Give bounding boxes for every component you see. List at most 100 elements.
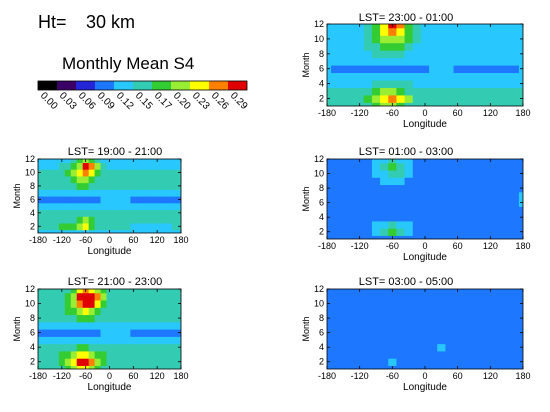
panel-lst-01-03: LST= 01:00 - 03:00 -180 -120 -60 0 60 120 180L… <box>301 146 531 263</box>
heatmap-cell <box>52 175 60 184</box>
heatmap-cell <box>94 299 102 308</box>
heatmap-cell <box>404 79 414 88</box>
heatmap-cell <box>327 289 332 294</box>
heatmap-cell <box>148 169 155 177</box>
colorbar-tick-label: 0.12 <box>114 90 136 112</box>
x-tick-label: -120 <box>351 371 369 381</box>
heatmap-cell <box>136 358 143 366</box>
heatmap-cell <box>494 350 504 359</box>
heatmap-cell <box>70 222 78 231</box>
heatmap-cell <box>429 220 438 229</box>
heatmap-cell <box>388 343 398 352</box>
heatmap-cell <box>478 57 487 66</box>
heatmap-cell <box>429 329 438 337</box>
heatmap-cell <box>94 289 102 294</box>
heatmap-cell <box>363 42 373 51</box>
heatmap-cell <box>518 289 523 294</box>
heatmap-cell <box>52 196 60 204</box>
heatmap-cell <box>355 307 365 316</box>
heatmap-cell <box>100 350 108 359</box>
heatmap-cell <box>178 202 181 211</box>
heatmap-cell <box>160 358 167 366</box>
heatmap-cell <box>502 199 512 207</box>
heatmap-cell <box>331 292 340 301</box>
x-tick-label: -120 <box>351 241 369 251</box>
heatmap-cell <box>52 307 60 316</box>
heatmap-cell <box>461 159 471 164</box>
heatmap-cell <box>363 94 373 103</box>
heatmap-cell <box>371 42 381 51</box>
heatmap-cell <box>380 228 389 236</box>
heatmap-cell <box>339 177 349 186</box>
heatmap-cell <box>429 65 438 74</box>
heatmap-cell <box>70 292 78 301</box>
heatmap-cell <box>518 350 523 359</box>
heatmap-cell <box>124 321 131 330</box>
heatmap-cell <box>118 343 125 352</box>
heatmap-cell <box>82 343 90 352</box>
heatmap-cell <box>412 79 422 88</box>
heatmap-cell <box>40 314 48 323</box>
heatmap-cell <box>478 336 487 345</box>
heatmap-cell <box>363 102 373 106</box>
y-tick-label: 4 <box>319 342 324 352</box>
heatmap-cell <box>478 169 487 178</box>
heatmap-cell <box>396 314 406 323</box>
heatmap-cell <box>445 292 455 301</box>
heatmap-cell <box>494 102 504 106</box>
panel-title: LST= 19:00 - 21:00 <box>68 146 162 158</box>
panel-title: LST= 03:00 - 05:00 <box>359 276 453 288</box>
heatmap-cell <box>437 191 447 200</box>
heatmap-cell <box>478 220 487 229</box>
heatmap-cell <box>388 94 398 103</box>
heatmap-cell <box>331 72 340 81</box>
heatmap-cell <box>396 102 406 106</box>
heatmap-cell <box>76 209 84 217</box>
heatmap-cell <box>518 365 523 369</box>
heatmap-cell <box>178 350 181 359</box>
heatmap-cell <box>46 358 54 366</box>
heatmap-cell <box>453 94 463 103</box>
heatmap-cell <box>445 27 455 36</box>
heatmap-cell <box>40 365 48 369</box>
x-axis-label: Longitude <box>403 119 447 130</box>
heatmap-cell <box>404 307 414 316</box>
x-tick-label: -120 <box>53 371 71 381</box>
heatmap-cell <box>429 159 438 164</box>
heatmap-cell <box>486 343 496 352</box>
heatmap-cell <box>88 159 96 163</box>
heatmap-cell <box>327 162 332 171</box>
heatmap-cell <box>106 307 114 316</box>
x-tick-label: -180 <box>29 371 47 381</box>
heatmap-cell <box>142 329 149 337</box>
heatmap-cell <box>404 358 414 366</box>
heatmap-cell <box>118 229 125 233</box>
heatmap-cell <box>404 42 414 51</box>
heatmap-cell <box>112 169 120 177</box>
heatmap-cell <box>380 358 389 366</box>
heatmap-cell <box>363 343 373 352</box>
x-tick-label: 120 <box>483 108 498 118</box>
heatmap-cell <box>38 162 42 170</box>
heatmap-cell <box>172 159 179 163</box>
heatmap-cell <box>339 358 349 366</box>
heatmap-cell <box>469 27 479 36</box>
heatmap-cell <box>130 216 137 224</box>
heatmap-cell <box>70 358 78 366</box>
heatmap-cell <box>339 184 349 193</box>
heatmap-cell <box>331 94 340 103</box>
heatmap-cell <box>478 365 487 369</box>
heatmap-cell <box>502 87 512 96</box>
heatmap-cell <box>412 329 422 337</box>
heatmap-cell <box>112 358 120 366</box>
heatmap-cell <box>453 336 463 345</box>
heatmap-cell <box>160 189 167 197</box>
heatmap-cell <box>412 57 422 66</box>
heatmap-cell <box>437 220 447 229</box>
heatmap-cell <box>46 365 54 369</box>
heatmap-cell <box>142 358 149 366</box>
heatmap-cell <box>420 87 430 96</box>
heatmap-cell <box>437 329 447 337</box>
heatmap-cell <box>166 196 173 204</box>
heatmap-cell <box>130 350 137 359</box>
